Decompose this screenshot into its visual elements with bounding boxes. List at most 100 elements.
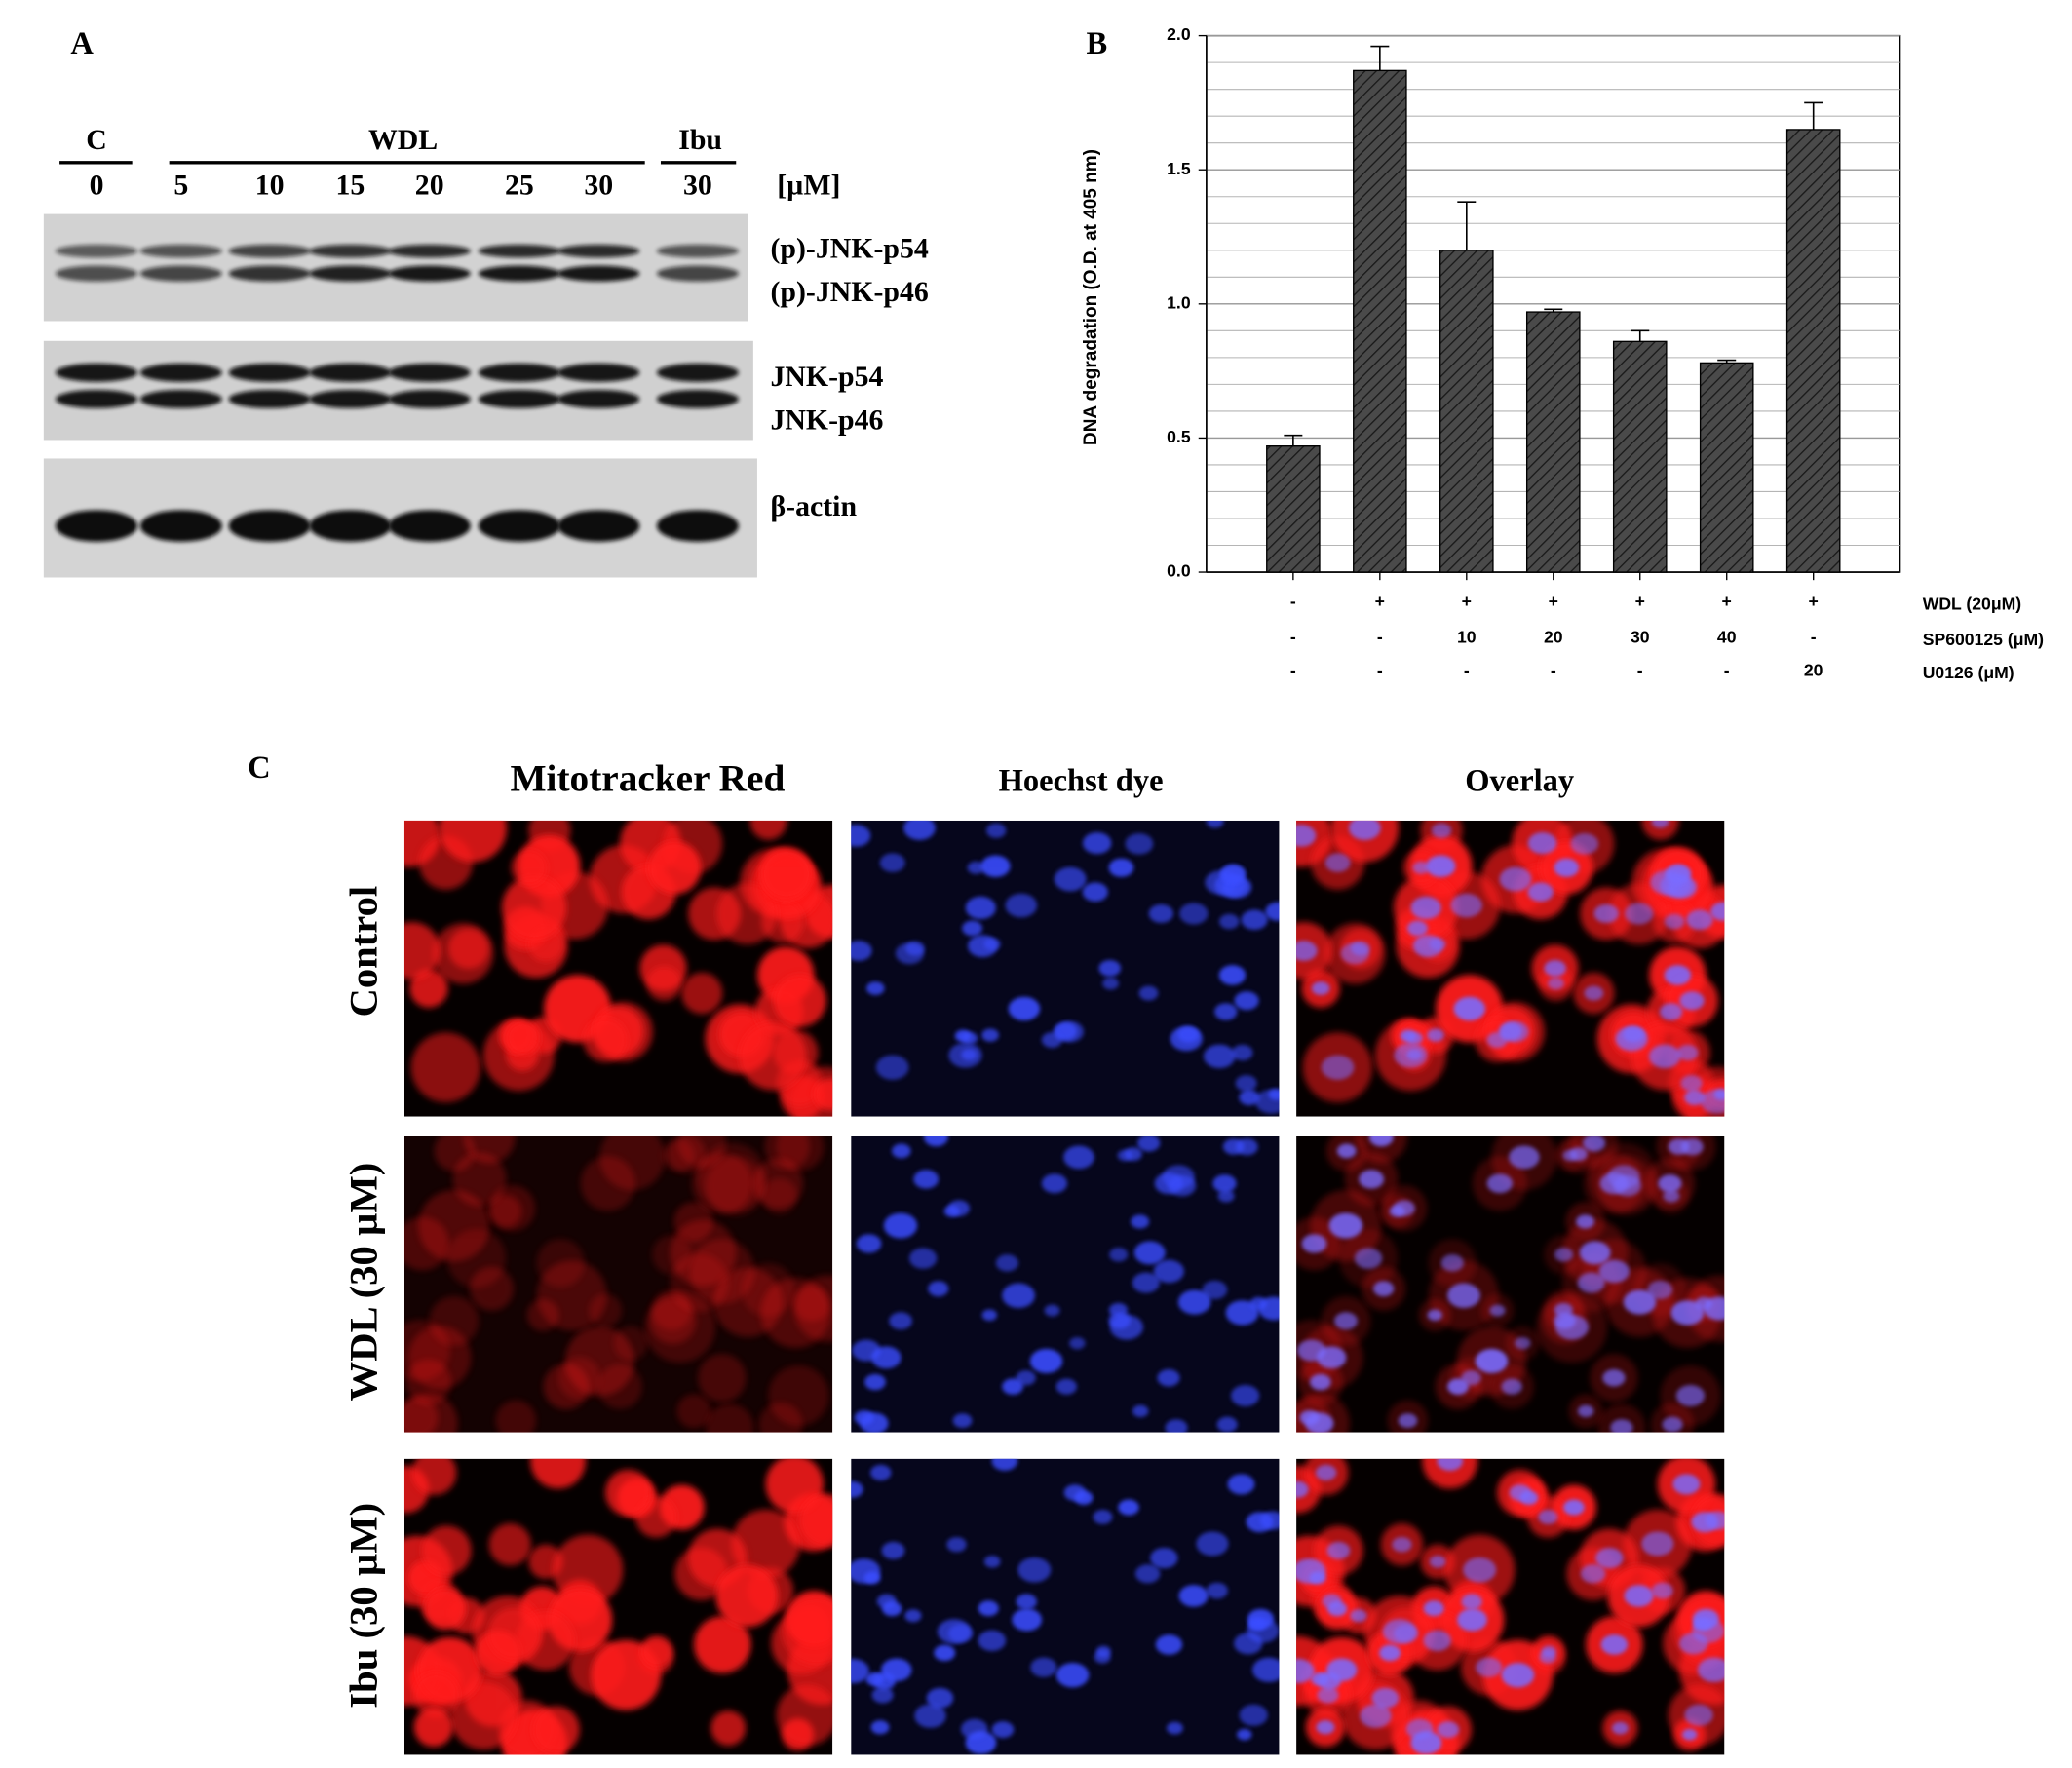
error-bar (1804, 101, 1823, 130)
nucleus-stain (1017, 1557, 1052, 1583)
nucleus-stain (1623, 1026, 1645, 1043)
column-header: Overlay (1465, 763, 1574, 798)
nucleus-stain (1393, 1624, 1419, 1643)
bar (1699, 362, 1754, 573)
nucleus-stain (1610, 1419, 1633, 1433)
nucleus-stain (1348, 820, 1381, 840)
blot-band (139, 265, 222, 282)
nucleus-stain (1393, 1200, 1415, 1216)
error-bar (1370, 45, 1390, 71)
mitochondria-stain (715, 1564, 779, 1628)
nucleus-stain (983, 938, 1001, 951)
nucleus-stain (1132, 1272, 1160, 1293)
nucleus-stain (1336, 1143, 1357, 1159)
nucleus-stain (1623, 1289, 1657, 1315)
mitochondria-stain (813, 1078, 833, 1111)
nucleus-stain (991, 1721, 1015, 1739)
group-label: Ibu (678, 124, 722, 156)
nucleus-stain (863, 1571, 881, 1585)
nucleus-stain (1350, 1609, 1367, 1623)
nucleus-stain (879, 853, 905, 872)
mitochondria-stain (564, 1326, 634, 1396)
mitochondria-stain (487, 1607, 541, 1660)
group-label: WDL (368, 124, 438, 156)
mitochondria-stain (403, 1397, 439, 1433)
nucleus-stain (1489, 1304, 1506, 1317)
mitochondria-stain (640, 1635, 673, 1668)
nucleus-stain (1041, 1032, 1063, 1048)
treatment-cell: + (1722, 592, 1732, 611)
mitochondria-stain (424, 1588, 467, 1631)
nucleus-stain (926, 1687, 954, 1709)
micrograph (851, 1458, 1280, 1755)
mitochondria-stain (648, 841, 702, 895)
nucleus-stain (1447, 1378, 1469, 1395)
nucleus-stain (1132, 1404, 1149, 1418)
nucleus-stain (1299, 1410, 1320, 1426)
mitochondria-stain (739, 1022, 807, 1091)
nucleus-stain (1247, 1618, 1280, 1643)
error-bar (1457, 201, 1477, 250)
nucleus-stain (1651, 1582, 1673, 1599)
band-label: (p)-JNK-p54 (770, 232, 928, 264)
mitochondria-stain (439, 820, 508, 863)
blot-band (228, 389, 311, 408)
nucleus-stain (983, 1556, 1001, 1568)
blot-band (388, 510, 471, 542)
mitochondria-stain (536, 1239, 585, 1288)
nucleus-stain (1447, 1283, 1480, 1308)
nucleus-stain (852, 1339, 881, 1362)
y-tick-label: 0.0 (1167, 561, 1191, 581)
nucleus-stain (1268, 1089, 1280, 1100)
nucleus-stain (1326, 1601, 1348, 1617)
nucleus-stain (1134, 1564, 1161, 1584)
nucleus-stain (934, 1644, 956, 1662)
treatment-cell: 20 (1804, 660, 1823, 679)
treatment-cell: - (1290, 660, 1296, 679)
nucleus-stain (928, 1281, 949, 1297)
mitochondria-stain (418, 1189, 490, 1262)
nucleus-stain (904, 1609, 922, 1623)
nucleus-stain (1082, 882, 1108, 903)
nucleus-stain (1217, 1189, 1235, 1203)
nucleus-stain (1554, 858, 1580, 877)
mitochondria-stain (765, 1458, 824, 1514)
blot-band (388, 363, 471, 382)
nucleus-stain (895, 942, 925, 965)
nucleus-stain (1461, 1370, 1481, 1386)
nucleus-stain (1218, 965, 1247, 985)
nucleus-stain (1437, 1458, 1464, 1471)
mitochondria-stain (716, 883, 778, 944)
mitochondria-stain (532, 1706, 580, 1753)
nucleus-stain (965, 896, 996, 920)
nucleus-stain (960, 1718, 988, 1740)
mitochondria-stain (776, 1135, 825, 1172)
mitochondria-stain (495, 1400, 537, 1433)
nucleus-stain (1613, 1174, 1642, 1197)
mitochondria-stain (710, 1710, 747, 1747)
blot-band (557, 510, 640, 542)
treatment-cell: + (1809, 592, 1819, 611)
nucleus-stain (967, 861, 984, 874)
treatment-cell: - (1551, 660, 1556, 679)
treatment-cell: - (1464, 660, 1470, 679)
nucleus-stain (882, 1601, 902, 1617)
nucleus-stain (1206, 820, 1224, 828)
nucleus-stain (1311, 1672, 1329, 1686)
micrograph (1296, 820, 1725, 1117)
mitochondria-stain (429, 1295, 480, 1346)
nucleus-stain (1055, 1378, 1078, 1395)
nucleus-stain (1317, 1686, 1339, 1704)
nucleus-stain (1227, 1474, 1255, 1495)
blot-band (139, 244, 222, 258)
micrograph (851, 820, 1280, 1117)
blot-band (228, 363, 311, 382)
nucleus-stain (880, 1658, 912, 1682)
nucleus-stain (1406, 1049, 1423, 1060)
mitochondria-stain (731, 1509, 800, 1579)
nucleus-stain (1527, 832, 1557, 855)
nucleus-stain (1368, 1135, 1394, 1147)
y-axis-label: DNA degradation (O.D. at 405 nm) (1081, 149, 1101, 445)
micrograph (851, 1135, 1280, 1433)
nucleus-stain (1265, 902, 1280, 921)
